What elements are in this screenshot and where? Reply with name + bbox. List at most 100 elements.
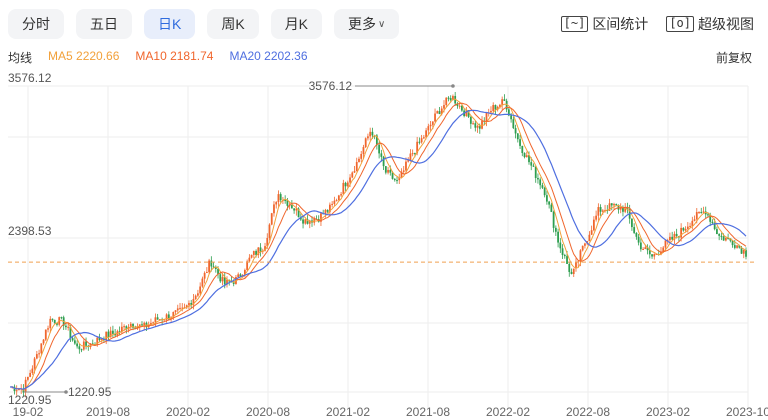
candle-body (429, 124, 432, 127)
candle-body (724, 237, 727, 241)
candle-body (335, 200, 338, 202)
candle-body (691, 220, 694, 226)
candle-body (584, 243, 586, 246)
candle-body (530, 162, 533, 166)
candle-body (733, 245, 736, 248)
candle-body (465, 110, 468, 117)
candle-body (422, 137, 425, 139)
candle-body (264, 246, 266, 251)
candle-body (53, 319, 56, 324)
range-stats-button[interactable]: [~] 区间统计 (560, 14, 648, 34)
candle-body (205, 272, 208, 274)
tab-five-day[interactable]: 五日 (76, 9, 132, 39)
moving-averages (9, 98, 747, 391)
candle-body (375, 135, 378, 145)
candle-body (176, 308, 179, 311)
candle-body (418, 141, 421, 143)
candle-body (534, 166, 537, 178)
candle-body (745, 250, 747, 257)
candle-body (595, 215, 598, 220)
candle-body (257, 247, 260, 255)
tab-more-label: 更多 (348, 16, 377, 32)
candle-body (270, 213, 273, 225)
candle-body (150, 323, 152, 325)
candle-body (501, 99, 504, 105)
candle-body (340, 194, 342, 196)
candle-body (192, 298, 195, 305)
chart-grid (8, 85, 749, 408)
candle-body (718, 234, 721, 236)
candle-body (98, 337, 101, 341)
candle-body (709, 214, 712, 222)
candle-body (474, 123, 477, 128)
kline-chart[interactable]: 19-02 2019-08 2020-02 2020-08 2021-02 2021-08… (0, 64, 768, 420)
candle-body (592, 219, 595, 231)
candle-body (65, 325, 67, 328)
candle-body (742, 250, 745, 254)
candle-body (85, 341, 87, 346)
tab-intraday[interactable]: 分时 (8, 9, 64, 39)
candle-body (664, 240, 667, 248)
candle-body (431, 121, 434, 125)
candle-body (541, 185, 544, 188)
candle-body (456, 103, 459, 106)
tab-monthly-k[interactable]: 月K (270, 9, 323, 39)
candle-body (158, 319, 161, 321)
candle-body (613, 204, 615, 206)
x-tick-label: 2019-08 (86, 405, 130, 419)
candle-body (107, 331, 110, 338)
candle-body (362, 147, 365, 154)
candle-body (290, 205, 293, 209)
candle-body (662, 247, 665, 252)
tab-monthly-k-label: 月K (284, 16, 309, 32)
candle-body (181, 307, 184, 309)
candle-body (601, 210, 604, 212)
candle-body (548, 201, 551, 205)
candle-body (342, 182, 345, 195)
tab-more[interactable]: 更多 ∨ (334, 9, 400, 39)
candle-body (427, 126, 430, 131)
candle-body (492, 105, 495, 111)
candle-body (633, 227, 636, 233)
candle-body (449, 98, 452, 101)
candle-body (331, 203, 334, 205)
candle-body (355, 162, 358, 172)
candle-body (597, 207, 600, 216)
candle-body (71, 338, 74, 341)
candle-body (141, 324, 143, 326)
candle-body (387, 169, 389, 173)
adjust-mode[interactable]: 前复权 (716, 49, 752, 66)
candle-body (203, 272, 206, 279)
candle-body (308, 220, 311, 224)
candle-body (525, 155, 528, 158)
candle-body (496, 106, 499, 110)
candle-body (675, 233, 678, 237)
candle-body (118, 331, 121, 333)
candle-body (514, 128, 517, 134)
candle-body (682, 227, 685, 231)
candle-body (38, 353, 40, 355)
candle-body (304, 219, 307, 224)
tab-daily-k[interactable]: 日K (144, 9, 196, 39)
candle-body (190, 302, 193, 305)
ma20-line (9, 109, 747, 390)
x-tick-label: 2022-02 (486, 405, 530, 419)
candle-body (252, 251, 255, 255)
candle-body (112, 330, 114, 334)
candle-body (371, 131, 374, 136)
tab-weekly-k[interactable]: 周K (207, 9, 259, 39)
candle-body (31, 368, 34, 373)
candle-body (326, 209, 329, 212)
candle-body (407, 160, 410, 162)
super-view-button[interactable]: [o] 超级视图 (666, 14, 754, 34)
candle-body (302, 219, 304, 224)
candle-body (615, 204, 618, 206)
x-tick-label: 2021-08 (406, 405, 450, 419)
candle-body (588, 234, 591, 242)
candle-body (49, 318, 52, 329)
candle-body (179, 307, 181, 309)
candle-body (443, 105, 445, 109)
max-pointer-dot (451, 84, 455, 88)
candle-body (425, 130, 427, 138)
candle-body (185, 305, 188, 308)
